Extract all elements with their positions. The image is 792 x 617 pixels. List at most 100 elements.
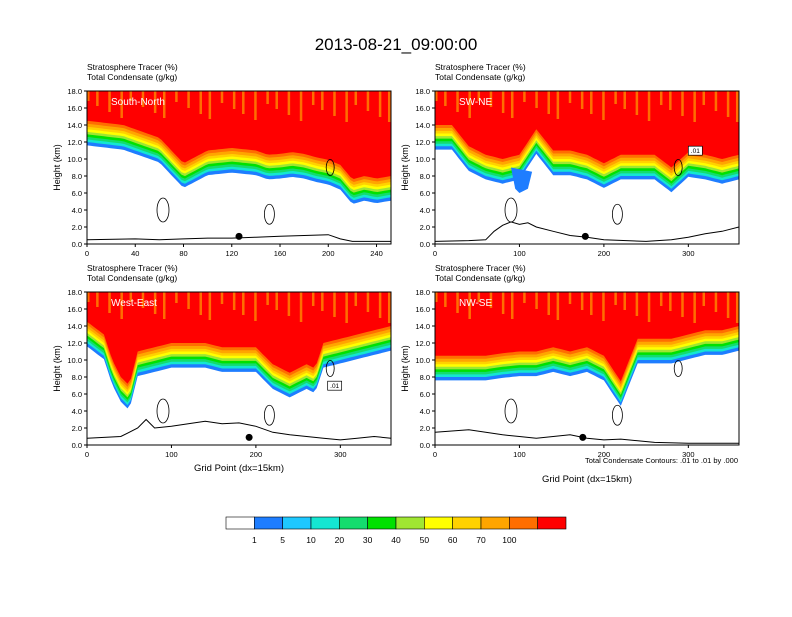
tracer-streak	[547, 91, 550, 114]
colorbar-cell	[282, 516, 312, 530]
tracer-streak	[299, 292, 303, 322]
x-axis-label: Grid Point (dx=15km)	[194, 463, 284, 474]
tracer-streak	[489, 292, 493, 308]
tracer-streak	[108, 91, 111, 112]
tracer-streak	[187, 292, 190, 309]
colorbar: 1 5 10 20 30 40 50 60 70 100	[225, 516, 567, 545]
colorbar-label: 60	[448, 535, 458, 545]
y-tick-label: 18.0	[67, 87, 82, 96]
tracer-streak	[321, 292, 324, 311]
tracer-streak	[220, 292, 224, 304]
y-tick-label: 6.0	[72, 189, 82, 198]
y-axis-label: Height (km)	[400, 345, 410, 392]
tracer-streak	[129, 91, 133, 101]
tracer-streak	[623, 292, 626, 310]
colorbar-label: 5	[280, 535, 285, 545]
condensate-contour	[263, 404, 275, 426]
condensate-contour	[325, 159, 335, 176]
condensate-contour	[612, 203, 623, 225]
tracer-streak	[163, 292, 166, 319]
colorbar-label: 10	[306, 535, 316, 545]
terrain-line	[87, 234, 391, 242]
tracer-streak	[266, 91, 269, 104]
y-tick-label: 0.0	[72, 441, 82, 450]
x-tick-label: 300	[334, 450, 347, 459]
colorbar-cell	[509, 516, 538, 530]
tracer-streak	[96, 91, 99, 106]
tracer-streak	[87, 91, 90, 101]
tracer-streak	[199, 91, 202, 114]
tracer-streak	[602, 292, 605, 321]
colorbar-label: 1	[252, 535, 257, 545]
y-tick-label: 16.0	[67, 104, 82, 113]
tracer-streak	[735, 91, 739, 122]
x-tick-label: 0	[433, 249, 437, 258]
panel-label: NW-SE	[459, 298, 492, 309]
tracer-streak	[580, 292, 584, 310]
colorbar-label: 100	[502, 535, 516, 545]
y-tick-label: 14.0	[415, 121, 430, 130]
tracer-streak	[175, 292, 178, 303]
tracer-streak	[120, 292, 123, 319]
tracer-streak	[477, 91, 481, 101]
tracer-streak	[120, 91, 123, 118]
tracer-streak	[299, 91, 303, 121]
chart-panel-2: .01 0.0 2.0 4.0 6.0 8.0 10.0 12.0 14.0 16.0 18.0 0 1…	[400, 62, 740, 258]
tracer-streak	[345, 292, 348, 323]
tracer-streak	[354, 91, 358, 105]
x-tick-label: 200	[322, 249, 335, 258]
y-tick-label: 10.0	[67, 356, 82, 365]
tracer-streak	[477, 292, 481, 302]
tracer-streak	[275, 91, 278, 109]
tracer-streak	[153, 91, 157, 113]
chart-panel-3: .01 0.0 2.0 4.0 6.0 8.0 10.0 12.0 14.0 16.0 18.0 0 1…	[52, 263, 392, 474]
tracer-streak	[501, 91, 505, 113]
x-tick-label: 100	[513, 249, 526, 258]
tracer-streak	[556, 91, 560, 119]
tracer-streak	[556, 292, 560, 320]
colorbar-cell	[339, 516, 368, 530]
y-tick-label: 4.0	[72, 206, 82, 215]
tracer-streak	[702, 91, 706, 105]
y-tick-label: 8.0	[420, 373, 430, 382]
y-tick-label: 2.0	[72, 223, 82, 232]
y-tick-label: 12.0	[67, 339, 82, 348]
tracer-streak	[568, 91, 572, 103]
colorbar-cell	[254, 516, 283, 530]
plot-frame	[434, 291, 740, 446]
tracer-streak	[669, 91, 672, 110]
tracer-streak	[681, 91, 684, 116]
location-marker	[245, 433, 253, 441]
tracer-streak	[614, 91, 617, 104]
x-tick-label: 200	[250, 450, 263, 459]
x-tick-label: 0	[433, 450, 437, 459]
chart-panel-1: 0.0 2.0 4.0 6.0 8.0 10.0 12.0 14.0 16.0 18.0 0 40 80…	[52, 62, 392, 258]
condensate-contour	[504, 197, 518, 223]
page-title: 2013-08-21_09:00:00	[315, 35, 478, 54]
condensate-contour	[156, 197, 170, 223]
y-axis-label: Height (km)	[52, 345, 62, 392]
condensate-contour	[612, 404, 623, 426]
x-tick-label: 0	[85, 249, 89, 258]
tracer-field	[87, 292, 391, 441]
tracer-streak	[568, 292, 572, 304]
tracer-streak	[681, 292, 684, 317]
tracer-streak	[659, 292, 663, 306]
panel-label: SW-NE	[459, 97, 492, 108]
tracer-streak	[175, 91, 178, 102]
y-tick-label: 14.0	[67, 121, 82, 130]
y-tick-label: 6.0	[420, 189, 430, 198]
tracer-streak	[511, 91, 514, 118]
tracer-streak	[387, 91, 391, 122]
y-tick-label: 8.0	[72, 373, 82, 382]
tracer-streak	[435, 292, 438, 302]
x-tick-label: 240	[370, 249, 383, 258]
tracer-streak	[590, 91, 593, 114]
tracer-streak	[208, 91, 212, 119]
tracer-streak	[714, 91, 718, 111]
panel-title-line2: Total Condensate (g/kg)	[435, 273, 525, 283]
y-tick-label: 0.0	[72, 240, 82, 249]
tracer-streak	[444, 91, 447, 106]
x-tick-label: 160	[274, 249, 287, 258]
